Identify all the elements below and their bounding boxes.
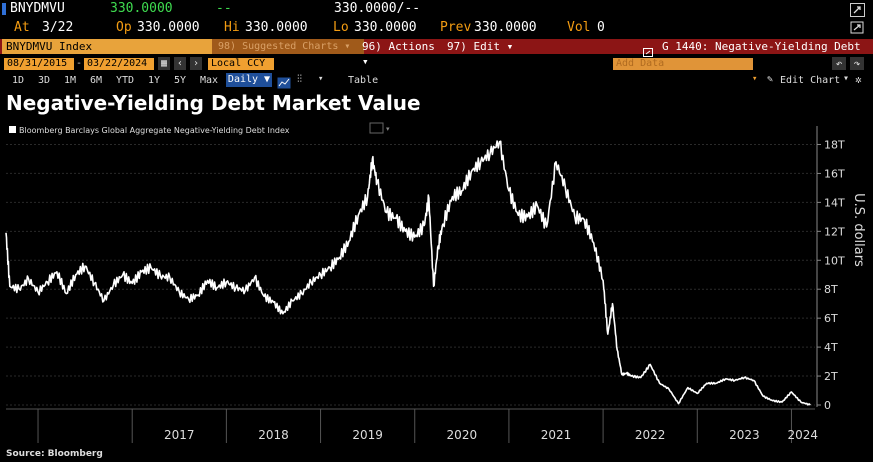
frequency-dropdown[interactable]: Daily ▼ bbox=[226, 73, 272, 87]
redo-icon[interactable]: ↷ bbox=[850, 57, 864, 70]
edit-menu[interactable]: 97) Edit ▾ bbox=[447, 40, 514, 53]
vol-label: Vol bbox=[567, 20, 591, 35]
chart-type-icon[interactable]: ▾ bbox=[318, 74, 324, 84]
legend-swatch bbox=[9, 126, 16, 133]
y-axis: 0 2T 4T 6T 8T 10T 12T 14T 16T 18T bbox=[816, 126, 845, 412]
currency-field[interactable]: Local CCY bbox=[208, 58, 274, 70]
export-icon[interactable] bbox=[850, 3, 865, 17]
source-label: Source: Bloomberg bbox=[6, 449, 103, 459]
y-tick-label: 4T bbox=[824, 341, 838, 354]
start-date-field[interactable]: 08/31/2015 bbox=[4, 58, 74, 70]
table-button[interactable]: Table bbox=[348, 75, 379, 86]
edit-chart-button[interactable]: Edit Chart bbox=[780, 75, 841, 86]
x-tick-label: 2022 bbox=[635, 428, 666, 442]
op-label: Op bbox=[116, 20, 132, 35]
y-tick-label: 6T bbox=[824, 312, 838, 325]
chart-options-icon[interactable]: ▾ bbox=[843, 73, 850, 84]
calendar-icon[interactable]: ▦ bbox=[158, 57, 170, 70]
add-data-field[interactable]: Add Data bbox=[613, 58, 753, 70]
period-3d[interactable]: 3D bbox=[38, 75, 51, 86]
x-tick-label: 2020 bbox=[447, 428, 478, 442]
forward-arrow-icon[interactable]: › bbox=[190, 57, 202, 70]
menu-bar: BNYDMVU Index 98) Suggested Charts ▾ 96)… bbox=[0, 39, 873, 68]
period-1d[interactable]: 1D bbox=[12, 75, 25, 86]
y-tick-label: 10T bbox=[824, 254, 845, 267]
chart-background bbox=[0, 118, 873, 462]
actions-menu[interactable]: 96) Actions ▾ bbox=[362, 40, 435, 68]
y-tick-label: 16T bbox=[824, 167, 845, 180]
op-value: 330.0000 bbox=[137, 20, 200, 35]
line-chart: 0 2T 4T 6T 8T 10T 12T 14T 16T 18T 2017 2018 2019 202… bbox=[0, 118, 873, 462]
at-value: 3/22 bbox=[42, 20, 74, 35]
ticker-symbol[interactable]: BNYDMVU bbox=[10, 1, 65, 16]
hi-label: Hi bbox=[224, 20, 240, 35]
lo-label: Lo bbox=[333, 20, 349, 35]
line-chart-icon[interactable] bbox=[277, 74, 291, 89]
edit-chart-icon[interactable]: ✎ bbox=[767, 74, 774, 85]
x-tick-label: 2024 bbox=[787, 428, 818, 442]
y-tick-label: 14T bbox=[824, 196, 845, 209]
period-5y[interactable]: 5Y bbox=[174, 75, 187, 86]
at-label: At bbox=[14, 20, 30, 35]
security-field[interactable]: BNYDMVU Index bbox=[2, 39, 216, 54]
last-price: 330.0000 bbox=[110, 1, 173, 16]
hi-value: 330.0000 bbox=[245, 20, 308, 35]
period-6m[interactable]: 6M bbox=[90, 75, 103, 86]
y-axis-title: U.S. dollars bbox=[851, 193, 866, 267]
period-ytd[interactable]: YTD bbox=[116, 75, 135, 86]
y-tick-label: 2T bbox=[824, 370, 838, 383]
period-max[interactable]: Max bbox=[200, 75, 219, 86]
x-tick-label: 2021 bbox=[541, 428, 572, 442]
legend-label: Bloomberg Barclays Global Aggregate Nega… bbox=[19, 126, 290, 135]
x-tick-label: 2019 bbox=[352, 428, 383, 442]
period-toolbar: 1D 3D 1M 6M YTD 1Y 5Y Max Daily ▼ ⫶⫶ ▾ T… bbox=[0, 73, 873, 89]
y-tick-label: 18T bbox=[824, 138, 845, 151]
add-data-dropdown-icon[interactable]: ▾ bbox=[752, 74, 758, 84]
x-tick-label: 2018 bbox=[258, 428, 289, 442]
legend-dropdown-icon: ▾ bbox=[386, 125, 390, 133]
x-tick-label: 2017 bbox=[164, 428, 195, 442]
function-title: G 1440: Negative-Yielding Debt bbox=[662, 40, 861, 53]
vol-value: 0 bbox=[597, 20, 605, 35]
x-tick-label: 2023 bbox=[729, 428, 760, 442]
suggested-charts-menu[interactable]: 98) Suggested Charts ▾ bbox=[212, 39, 364, 54]
prev-value: 330.0000 bbox=[474, 20, 537, 35]
lo-value: 330.0000 bbox=[354, 20, 417, 35]
series-line bbox=[5, 140, 811, 406]
quote-header: BNYDMVU 330.0000 -- 330.0000/-- bbox=[0, 1, 873, 19]
y-tick-label: 12T bbox=[824, 225, 845, 238]
function-icon bbox=[643, 42, 653, 57]
end-date-field[interactable]: 03/22/2024 bbox=[84, 58, 154, 70]
y-tick-label: 8T bbox=[824, 283, 838, 296]
stats-row: At 3/22 Op 330.0000 Hi 330.0000 Lo 330.0… bbox=[0, 20, 873, 38]
prev-label: Prev bbox=[440, 20, 472, 35]
bar-chart-icon[interactable]: ⫶⫶ bbox=[297, 74, 302, 85]
ticker-marker bbox=[2, 3, 6, 15]
price-change: -- bbox=[216, 1, 232, 16]
legend-chart-icon[interactable] bbox=[369, 122, 384, 134]
bid-ask: 330.0000/-- bbox=[334, 1, 421, 16]
settings-icon[interactable] bbox=[850, 21, 864, 34]
back-arrow-icon[interactable]: ‹ bbox=[174, 57, 186, 70]
chart-title: Negative-Yielding Debt Market Value bbox=[6, 91, 421, 115]
gear-icon[interactable]: ✲ bbox=[855, 73, 862, 86]
y-tick-label: 0 bbox=[824, 399, 831, 412]
x-axis: 2017 2018 2019 2020 2021 2022 2023 2024 bbox=[6, 408, 818, 443]
undo-icon[interactable]: ↶ bbox=[832, 57, 846, 70]
period-1m[interactable]: 1M bbox=[64, 75, 77, 86]
period-1y[interactable]: 1Y bbox=[148, 75, 161, 86]
date-row: 08/31/2015 - 03/22/2024 ▦ ‹ › Local CCY … bbox=[0, 56, 873, 72]
